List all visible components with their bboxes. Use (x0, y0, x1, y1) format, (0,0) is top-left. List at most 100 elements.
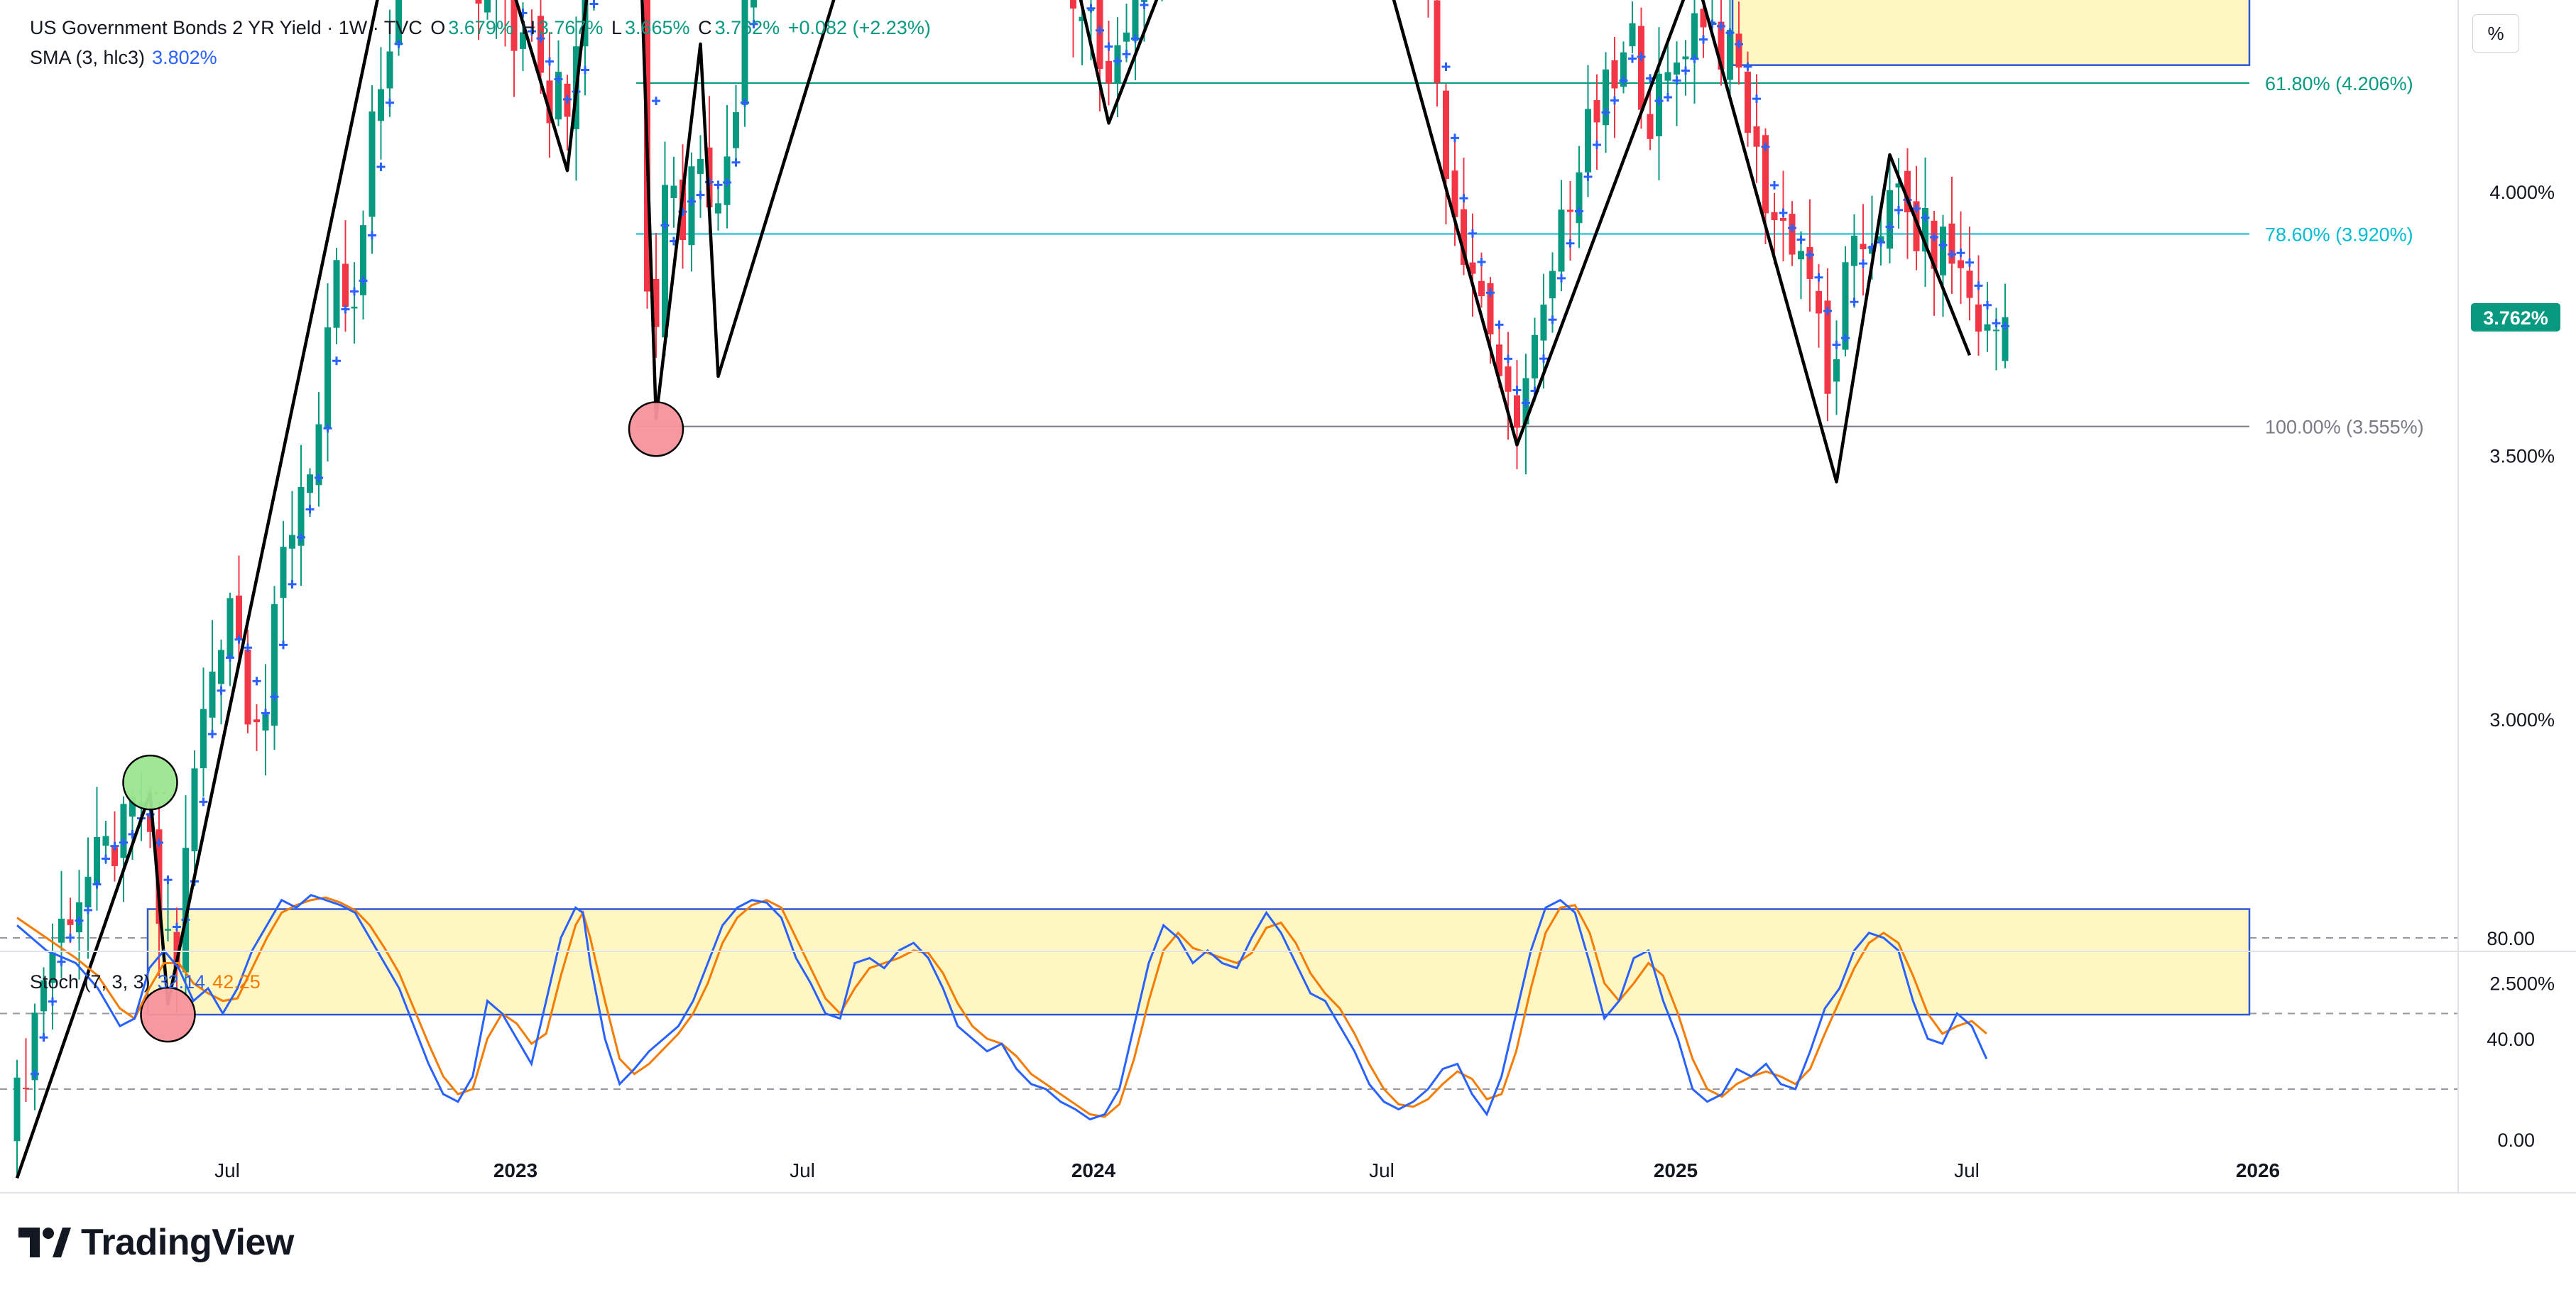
candle-body (1664, 72, 1671, 81)
sma-point (1522, 398, 1530, 408)
candle-body (1771, 212, 1778, 221)
time-tick-label: Jul (790, 1159, 815, 1181)
sma-point (1717, 21, 1725, 31)
candle-body (741, 0, 748, 105)
sma-point (1539, 354, 1548, 364)
candle-body (129, 797, 136, 817)
sma-point (1619, 76, 1628, 85)
sma-point (1974, 281, 1983, 290)
candle-body (1682, 56, 1689, 60)
candle-body (1913, 201, 1920, 251)
candle (1948, 176, 1955, 295)
candle (1558, 180, 1565, 292)
candle-body (1079, 16, 1086, 21)
sma-point (39, 1033, 48, 1042)
candle-body (165, 929, 171, 931)
candle-body (31, 1012, 38, 1081)
stoch-axis: 80.00 40.00 0.00 (2487, 928, 2535, 1151)
candle-body (1487, 283, 1494, 334)
candle-body (1762, 135, 1769, 214)
sma-markers (31, 0, 2009, 1078)
sma-point (1451, 133, 1459, 143)
fib-retracement-lines (139, 82, 2249, 794)
candle-body (670, 185, 677, 199)
candle-body (1603, 69, 1609, 126)
zone-2 (146, 908, 2251, 1016)
candle-body (662, 185, 668, 338)
sma-point (1814, 273, 1823, 282)
candle-body (351, 306, 358, 309)
sma-point (1131, 34, 1140, 43)
candle (751, 0, 757, 26)
close-label: C (698, 17, 712, 38)
sma-point (1930, 233, 1938, 242)
sma-point (1921, 213, 1930, 222)
candle (1647, 92, 1654, 151)
time-tick-label: 2026 (2236, 1159, 2280, 1181)
sma-point (1877, 238, 1885, 247)
time-tick-label: 2025 (1654, 1159, 1698, 1181)
sma-point (252, 677, 261, 686)
sma-point (1557, 273, 1566, 283)
candle-body (1816, 290, 1822, 314)
candle (280, 520, 287, 644)
symbol-title[interactable]: US Government Bonds 2 YR Yield · 1W · TV… (30, 17, 422, 38)
candle (1833, 320, 1840, 415)
sma-point (687, 197, 696, 206)
candle-body (315, 424, 322, 486)
tradingview-logo[interactable]: TradingView (18, 1221, 294, 1264)
candle-body (1496, 344, 1502, 376)
candle (315, 392, 322, 507)
sma-point (1664, 92, 1672, 102)
open-label: O (430, 17, 446, 38)
candle-body (360, 225, 366, 295)
pivot-circle-high (122, 754, 178, 811)
sma-point (1850, 297, 1859, 307)
candle (23, 1038, 29, 1102)
sma-point (1681, 66, 1690, 75)
sma-point (84, 905, 92, 914)
candle-body (1700, 9, 1707, 28)
sma-point (1575, 207, 1583, 216)
sma-point (217, 686, 226, 695)
candle-body (1824, 300, 1831, 394)
candle-body (155, 829, 163, 924)
candle-body (1070, 0, 1076, 9)
candle (191, 750, 198, 887)
candle (227, 592, 234, 687)
fib-label-6: 100.00% (3.555%) (2265, 417, 2424, 438)
candle-body (1532, 334, 1538, 379)
sma-point (1956, 248, 1965, 258)
sma-point (102, 854, 110, 863)
stoch-k-line (16, 893, 1988, 1121)
sma-point (731, 158, 741, 167)
candle (324, 283, 331, 461)
price-tick-label: 4.000% (2489, 182, 2555, 203)
stoch-legend[interactable]: Stoch (7, 3, 3) 32.14 42.25 (30, 971, 261, 993)
sma-point (394, 39, 403, 48)
candle-body (1798, 251, 1804, 260)
sma-point (563, 94, 572, 104)
sma-point (1699, 35, 1708, 44)
percent-scale-button[interactable]: % (2472, 14, 2519, 53)
time-tick-label: Jul (1369, 1159, 1395, 1181)
sma-point (723, 177, 731, 187)
candle-body (307, 474, 313, 493)
price-axis[interactable]: 5.000%4.500%4.000%3.500%3.000%2.500% (2489, 0, 2555, 995)
candle (165, 880, 171, 941)
sma-point (589, 0, 599, 9)
candle-body (1461, 209, 1467, 266)
pivot-circle-low (140, 986, 196, 1043)
candle (289, 491, 295, 581)
time-axis[interactable]: Jul 2023 Jul 2024 Jul 2025 Jul 2026 (214, 1159, 2280, 1181)
candle-body (1629, 23, 1636, 47)
candle (1106, 21, 1112, 106)
sma-legend[interactable]: SMA (3, hlc3) 3.802% (30, 47, 217, 69)
candle (511, 0, 518, 97)
candle-body (1585, 109, 1591, 173)
sma-point (1140, 1, 1149, 10)
candle-body (1593, 100, 1600, 123)
candle (662, 141, 668, 356)
candle (40, 967, 47, 1034)
